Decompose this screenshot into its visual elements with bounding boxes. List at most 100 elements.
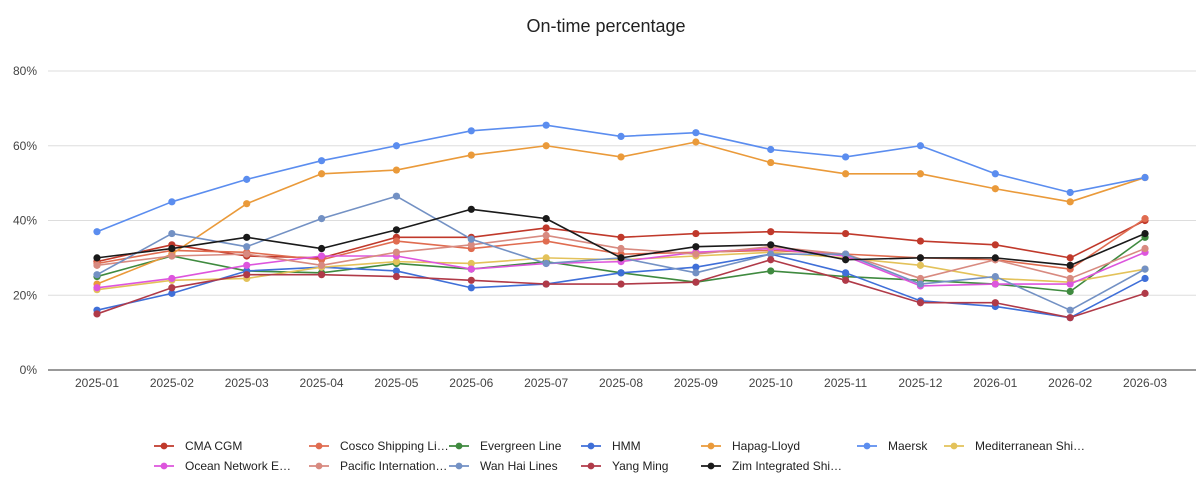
data-point[interactable] bbox=[392, 237, 401, 245]
data-point[interactable] bbox=[1141, 244, 1149, 253]
data-point[interactable] bbox=[916, 274, 925, 283]
data-point[interactable] bbox=[1066, 306, 1074, 314]
data-point[interactable] bbox=[542, 237, 550, 245]
data-point[interactable] bbox=[542, 259, 550, 268]
data-point[interactable] bbox=[842, 170, 850, 178]
data-point[interactable] bbox=[692, 229, 700, 238]
data-point[interactable] bbox=[617, 269, 625, 277]
legend-item-hapag-lloyd[interactable]: Hapag-Lloyd bbox=[701, 439, 800, 453]
data-point[interactable] bbox=[168, 229, 176, 238]
data-point[interactable] bbox=[617, 254, 625, 262]
data-point[interactable] bbox=[916, 299, 925, 307]
data-point[interactable] bbox=[916, 261, 925, 269]
data-point[interactable] bbox=[467, 127, 475, 135]
data-point[interactable] bbox=[767, 256, 775, 264]
data-point[interactable] bbox=[168, 244, 176, 253]
data-point[interactable] bbox=[93, 284, 101, 292]
data-point[interactable] bbox=[1141, 173, 1149, 182]
data-point[interactable] bbox=[392, 166, 401, 174]
data-point[interactable] bbox=[168, 198, 176, 206]
data-point[interactable] bbox=[617, 132, 625, 141]
data-point[interactable] bbox=[767, 228, 775, 236]
data-point[interactable] bbox=[916, 254, 925, 262]
legend-item-maersk[interactable]: Maersk bbox=[857, 439, 928, 453]
legend-item-pacific-international-lines[interactable]: Pacific Internation… bbox=[309, 459, 447, 473]
data-point[interactable] bbox=[467, 151, 475, 159]
data-point[interactable] bbox=[692, 129, 700, 137]
data-point[interactable] bbox=[317, 261, 326, 269]
data-point[interactable] bbox=[767, 267, 775, 275]
data-point[interactable] bbox=[1066, 280, 1074, 288]
data-point[interactable] bbox=[542, 224, 550, 232]
data-point[interactable] bbox=[842, 256, 850, 264]
data-point[interactable] bbox=[392, 258, 401, 266]
data-point[interactable] bbox=[991, 254, 999, 262]
data-point[interactable] bbox=[168, 252, 176, 260]
data-point[interactable] bbox=[93, 228, 101, 236]
data-point[interactable] bbox=[243, 233, 251, 241]
data-point[interactable] bbox=[467, 235, 475, 243]
data-point[interactable] bbox=[842, 276, 850, 284]
legend-item-cma-cgm[interactable]: CMA CGM bbox=[154, 439, 242, 453]
data-point[interactable] bbox=[767, 250, 775, 258]
data-point[interactable] bbox=[317, 271, 326, 279]
data-point[interactable] bbox=[916, 142, 925, 150]
legend-item-cosco-shipping-lines[interactable]: Cosco Shipping Li… bbox=[309, 439, 449, 453]
data-point[interactable] bbox=[243, 250, 251, 258]
data-point[interactable] bbox=[842, 269, 850, 277]
data-point[interactable] bbox=[692, 250, 700, 258]
data-point[interactable] bbox=[392, 267, 401, 275]
data-point[interactable] bbox=[542, 280, 550, 288]
data-point[interactable] bbox=[692, 278, 700, 286]
data-point[interactable] bbox=[392, 142, 401, 150]
data-point[interactable] bbox=[317, 244, 326, 253]
data-point[interactable] bbox=[168, 289, 176, 297]
data-point[interactable] bbox=[93, 254, 101, 262]
data-point[interactable] bbox=[991, 185, 999, 193]
data-point[interactable] bbox=[93, 261, 101, 269]
data-point[interactable] bbox=[1066, 274, 1074, 283]
data-point[interactable] bbox=[1066, 287, 1074, 296]
data-point[interactable] bbox=[1066, 254, 1074, 262]
data-point[interactable] bbox=[467, 284, 475, 292]
data-point[interactable] bbox=[392, 248, 401, 256]
data-point[interactable] bbox=[916, 280, 925, 288]
data-point[interactable] bbox=[467, 241, 475, 249]
data-point[interactable] bbox=[542, 215, 550, 223]
data-point[interactable] bbox=[692, 243, 700, 251]
data-point[interactable] bbox=[692, 269, 700, 277]
data-point[interactable] bbox=[317, 252, 326, 260]
data-point[interactable] bbox=[1066, 314, 1074, 322]
data-point[interactable] bbox=[542, 231, 550, 240]
data-point[interactable] bbox=[392, 226, 401, 234]
data-point[interactable] bbox=[692, 138, 700, 146]
data-point[interactable] bbox=[842, 250, 850, 258]
data-point[interactable] bbox=[617, 280, 625, 288]
data-point[interactable] bbox=[243, 175, 251, 183]
data-point[interactable] bbox=[168, 284, 176, 292]
data-point[interactable] bbox=[991, 299, 999, 307]
data-point[interactable] bbox=[767, 145, 775, 154]
data-point[interactable] bbox=[767, 158, 775, 167]
legend-item-hmm[interactable]: HMM bbox=[581, 439, 641, 453]
data-point[interactable] bbox=[991, 170, 999, 178]
legend-item-zim-integrated-shipping-services[interactable]: Zim Integrated Shi… bbox=[701, 459, 842, 473]
data-point[interactable] bbox=[93, 310, 101, 318]
data-point[interactable] bbox=[617, 153, 625, 161]
data-point[interactable] bbox=[1141, 229, 1149, 238]
data-point[interactable] bbox=[1141, 289, 1149, 297]
data-point[interactable] bbox=[1141, 265, 1149, 273]
data-point[interactable] bbox=[542, 121, 550, 129]
data-point[interactable] bbox=[392, 272, 401, 281]
legend-item-mediterranean-shipping-company[interactable]: Mediterranean Shi… bbox=[944, 439, 1085, 453]
data-point[interactable] bbox=[467, 265, 475, 273]
data-point[interactable] bbox=[692, 263, 700, 271]
data-point[interactable] bbox=[542, 142, 550, 150]
legend-item-evergreen-line[interactable]: Evergreen Line bbox=[449, 439, 562, 453]
data-point[interactable] bbox=[243, 271, 251, 279]
data-point[interactable] bbox=[617, 244, 625, 253]
data-point[interactable] bbox=[1141, 215, 1149, 223]
data-point[interactable] bbox=[243, 243, 251, 251]
legend-item-ocean-network-express[interactable]: Ocean Network E… bbox=[154, 459, 291, 473]
data-point[interactable] bbox=[842, 153, 850, 161]
